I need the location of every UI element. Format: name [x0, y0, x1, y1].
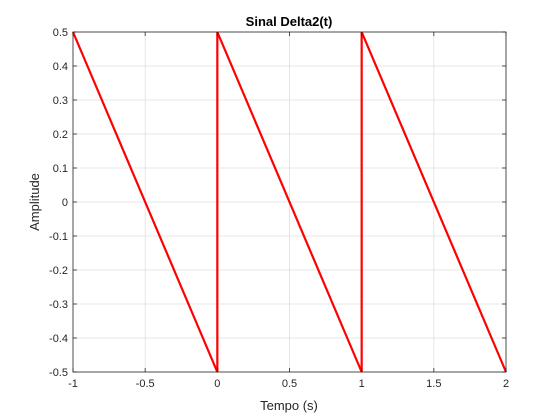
chart-title: Sinal Delta2(t) [246, 14, 333, 29]
y-tick-label: -0.2 [49, 265, 68, 277]
y-axis-label: Amplitude [27, 173, 42, 231]
tick-labels: -1 -0.5 0 0.5 1 1.5 2-0.5-0.4-0.3-0.2-0.100.10… [49, 27, 509, 390]
y-tick-label: 0.5 [53, 27, 68, 39]
x-tick-label: 1.5 [426, 378, 441, 390]
x-tick-label: 0.5 [282, 378, 297, 390]
x-axis-label: Tempo (s) [260, 398, 318, 413]
y-tick-label: 0.3 [53, 95, 68, 107]
x-tick-label: 1 [359, 378, 365, 390]
y-tick-label: -0.5 [49, 367, 68, 379]
x-tick-label: 2 [503, 378, 509, 390]
y-tick-label: -0.3 [49, 299, 68, 311]
y-tick-label: -0.4 [49, 333, 68, 345]
y-tick-label: -0.1 [49, 231, 68, 243]
y-tick-label: 0.1 [53, 163, 68, 175]
y-tick-label: 0 [62, 197, 68, 209]
x-tick-label: -0.5 [136, 378, 155, 390]
y-tick-label: 0.2 [53, 129, 68, 141]
series-line [71, 31, 508, 373]
series-layer [71, 31, 508, 373]
ticks [72, 31, 507, 373]
y-tick-label: 0.4 [53, 61, 68, 73]
x-tick-label: 0 [214, 378, 220, 390]
x-tick-label: -1 [68, 378, 78, 390]
